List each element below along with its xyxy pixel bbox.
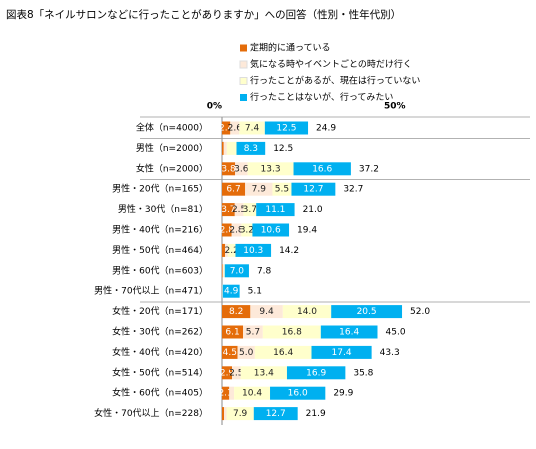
- category-label: 全体（n=4000）: [136, 122, 208, 134]
- value-label: 16.9: [306, 368, 326, 378]
- bar-segment: [223, 264, 224, 277]
- value-label: 5.0: [239, 348, 254, 358]
- total-label: 32.7: [343, 185, 363, 195]
- total-label: 45.0: [386, 328, 406, 338]
- total-label: 5.1: [248, 287, 262, 297]
- category-label: 女性・50代（n=514）: [112, 366, 208, 378]
- total-label: 52.0: [410, 307, 430, 317]
- value-label: 9.4: [259, 307, 274, 317]
- category-label: 男性（n=2000）: [136, 142, 208, 154]
- legend-swatch: [240, 94, 247, 101]
- category-label: 女性・20代（n=171）: [112, 305, 208, 317]
- value-label: 10.4: [242, 389, 262, 399]
- bar-segment: [222, 142, 224, 155]
- value-label: 4.9: [224, 287, 239, 297]
- total-label: 29.9: [333, 389, 353, 399]
- value-label: 10.6: [261, 226, 281, 236]
- value-label: 6.1: [225, 328, 239, 338]
- value-label: 16.4: [339, 328, 359, 338]
- value-label: 5.5: [275, 185, 289, 195]
- total-label: 24.9: [316, 124, 336, 134]
- value-label: 4.5: [223, 348, 237, 358]
- bar-segment: [224, 264, 225, 277]
- category-label: 女性（n=2000）: [136, 162, 208, 174]
- value-label: 7.0: [230, 266, 245, 276]
- bar-segment: [224, 407, 226, 420]
- total-label: 14.2: [279, 246, 299, 256]
- value-label: 12.5: [276, 124, 296, 134]
- legend-swatch: [240, 78, 247, 85]
- legend-swatch: [240, 61, 247, 68]
- x-tick-label: 50%: [384, 102, 406, 112]
- value-label: 11.1: [265, 205, 285, 215]
- category-label: 男性・60代（n=603）: [112, 264, 208, 276]
- bar-segment: [229, 387, 234, 400]
- category-label: 男性・40代（n=216）: [112, 224, 208, 236]
- value-label: 7.9: [233, 409, 248, 419]
- x-tick-label: 0%: [207, 102, 222, 112]
- legend-label: 定期的に通っている: [250, 42, 331, 54]
- value-label: 7.9: [252, 185, 267, 195]
- value-label: 10.3: [243, 246, 263, 256]
- category-label: 男性・30代（n=81）: [118, 203, 208, 215]
- category-label: 女性・70代以上（n=228）: [94, 407, 208, 419]
- value-label: 12.7: [266, 409, 286, 419]
- category-label: 男性・50代（n=464）: [112, 244, 208, 256]
- category-label: 女性・60代（n=405）: [112, 387, 208, 399]
- value-label: 7.4: [245, 124, 260, 134]
- value-label: 3.6: [234, 164, 249, 174]
- value-label: 16.6: [312, 164, 332, 174]
- category-label: 女性・30代（n=262）: [112, 326, 208, 338]
- value-label: 13.3: [261, 164, 281, 174]
- value-label: 14.0: [297, 307, 317, 317]
- value-label: 13.4: [254, 368, 274, 378]
- chart-title: 図表8「ネイルサロンなどに行ったことがありますか」への回答（性別・性年代別）: [6, 8, 401, 21]
- legend-label: 行ったことがあるが、現在は行っていない: [250, 75, 420, 87]
- bar-segment: [222, 264, 223, 277]
- value-label: 16.4: [273, 348, 293, 358]
- value-label: 12.7: [303, 185, 323, 195]
- total-label: 21.0: [303, 205, 323, 215]
- bar-segment: [224, 142, 227, 155]
- category-label: 男性・20代（n=165）: [112, 183, 208, 195]
- legend-swatch: [240, 45, 247, 52]
- value-label: 3.2: [240, 226, 254, 236]
- bar-segment: [222, 407, 224, 420]
- value-label: 16.0: [288, 389, 308, 399]
- value-label: 6.7: [226, 185, 240, 195]
- total-label: 19.4: [297, 226, 317, 236]
- value-label: 8.2: [229, 307, 243, 317]
- bar-segment: [227, 142, 237, 155]
- value-label: 20.5: [357, 307, 377, 317]
- value-label: 5.7: [246, 328, 260, 338]
- total-label: 21.9: [306, 409, 326, 419]
- legend-label: 行ったことはないが、行ってみたい: [250, 91, 393, 103]
- legend-label: 気になる時やイベントごとの時だけ行く: [250, 58, 412, 70]
- total-label: 12.5: [273, 144, 293, 154]
- category-label: 男性・70代以上（n=471）: [94, 285, 208, 297]
- value-label: 3.7: [243, 205, 257, 215]
- value-label: 16.8: [282, 328, 302, 338]
- total-label: 37.2: [359, 164, 379, 174]
- total-label: 7.8: [257, 266, 272, 276]
- value-label: 8.3: [244, 144, 258, 154]
- total-label: 35.8: [353, 368, 373, 378]
- total-label: 43.3: [380, 348, 400, 358]
- category-label: 女性・40代（n=420）: [112, 346, 208, 358]
- value-label: 17.4: [332, 348, 352, 358]
